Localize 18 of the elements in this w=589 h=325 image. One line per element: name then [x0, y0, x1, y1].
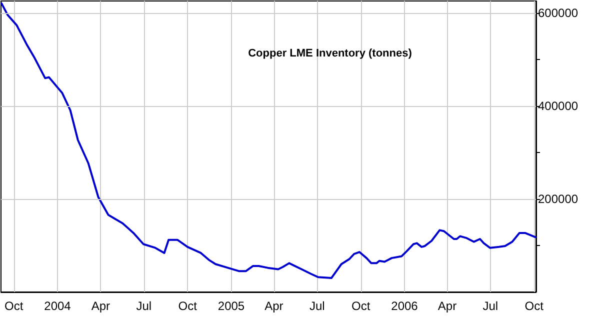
x-tick-label: Apr	[91, 299, 110, 313]
x-tick-label: Apr	[264, 299, 284, 313]
x-tick-label: 2006	[391, 299, 418, 313]
x-tick-label: Apr	[438, 299, 457, 313]
x-tick-label: Jul	[309, 299, 325, 313]
x-tick-label: Jul	[482, 299, 498, 313]
y-tick-label: 200000	[538, 192, 578, 206]
x-tick-label: Oct	[524, 299, 544, 313]
x-tick-label: Oct	[178, 299, 198, 313]
x-tick-label: 2005	[218, 299, 245, 313]
x-tick-label: 2004	[44, 299, 72, 313]
x-tick-label: Jul	[136, 299, 152, 313]
x-tick-label: Oct	[4, 299, 24, 313]
line-series	[0, 2, 537, 280]
text: Copper LME Inventory (tonnes)	[248, 48, 412, 60]
y-tick-label: 400000	[538, 99, 578, 114]
y-tick-label: 600000	[538, 6, 578, 20]
x-tick-label: Oct	[351, 299, 371, 313]
